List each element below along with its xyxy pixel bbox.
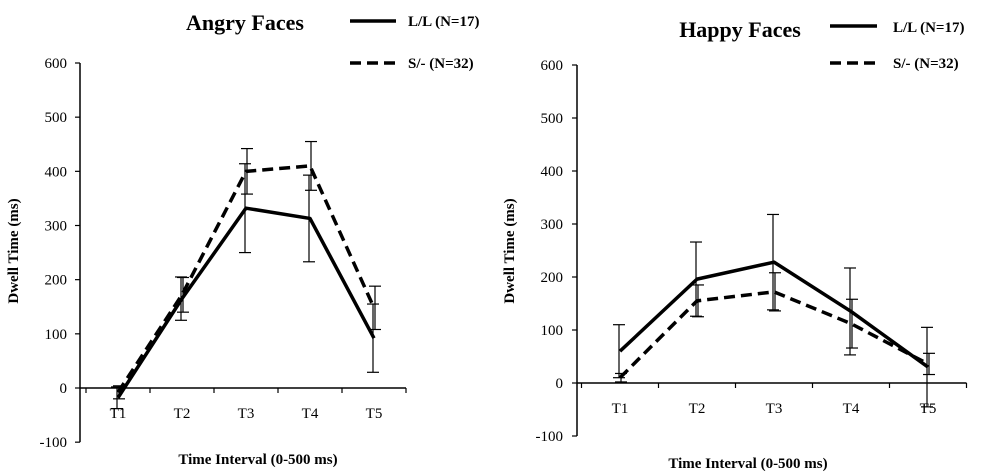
x-tick-label: T4 <box>843 401 860 417</box>
y-axis-label: Dwell Time (ms) <box>6 198 22 303</box>
series-line-ll-group <box>618 260 930 369</box>
y-tick-label: 600 <box>541 58 564 74</box>
y-tick-label: -100 <box>536 429 564 445</box>
legend: L/L (N=17) S/- (N=32) <box>830 20 964 72</box>
chart-title: Angry Faces <box>186 10 304 35</box>
x-tick-label: T1 <box>110 406 127 422</box>
x-tick-label: T2 <box>174 406 191 422</box>
x-tick-label: T3 <box>238 406 255 422</box>
y-tick-label: 600 <box>45 56 68 72</box>
legend: L/L (N=17) S/- (N=32) <box>350 14 479 72</box>
x-axis-label: Time Interval (0-500 ms) <box>178 452 337 468</box>
y-tick-label: 400 <box>45 164 68 180</box>
y-axis-label: Dwell Time (ms) <box>502 198 518 303</box>
series-line-ll-group <box>116 206 376 399</box>
y-tick-label: 500 <box>541 111 564 127</box>
legend-label: S/- (N=32) <box>408 56 474 72</box>
x-tick-label: T3 <box>766 401 783 417</box>
legend-label: S/- (N=32) <box>893 56 959 72</box>
x-tick-label: T1 <box>612 401 629 417</box>
x-tick-label: T5 <box>920 401 937 417</box>
y-tick-label: 0 <box>60 381 68 397</box>
y-tick-label: 100 <box>541 323 564 339</box>
happy-faces-chart: Happy Faces L/L (N=17) S/- (N=32) -100 0 1… <box>502 17 968 472</box>
y-tick-label: 400 <box>541 164 564 180</box>
y-tick-label: 300 <box>45 219 68 235</box>
x-axis-label: Time Interval (0-500 ms) <box>668 456 827 472</box>
legend-label: L/L (N=17) <box>408 14 479 30</box>
y-tick-label: 500 <box>45 110 68 126</box>
y-tick-label: 0 <box>556 376 564 392</box>
x-tick-label: T2 <box>689 401 706 417</box>
series-line-s-group <box>116 164 376 394</box>
angry-faces-chart: Angry Faces L/L (N=17) S/- (N=32) -100 0 1… <box>6 10 479 468</box>
y-tick-label: 200 <box>45 273 68 289</box>
y-tick-label: 100 <box>45 327 68 343</box>
y-tick-label: 300 <box>541 217 564 233</box>
y-tick-label: 200 <box>541 270 564 286</box>
chart-title: Happy Faces <box>679 17 801 42</box>
legend-label: L/L (N=17) <box>893 20 964 36</box>
series-line-s-group <box>618 290 929 379</box>
y-tick-label: -100 <box>40 435 68 451</box>
x-tick-label: T4 <box>302 406 319 422</box>
x-tick-label: T5 <box>366 406 383 422</box>
